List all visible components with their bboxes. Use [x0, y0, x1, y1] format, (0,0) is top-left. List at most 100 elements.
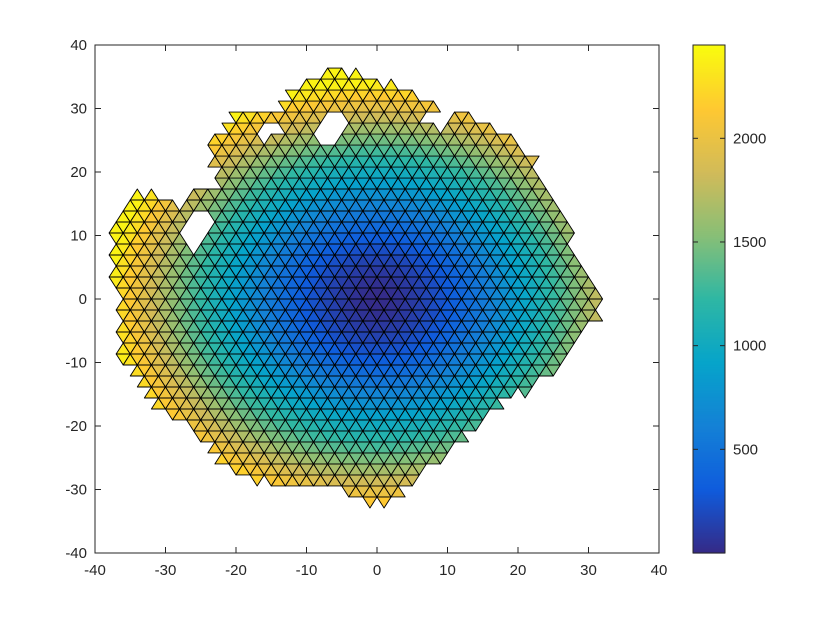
mesh-cell [581, 276, 596, 289]
colorbar-segment [693, 137, 725, 140]
colorbar-segment [693, 341, 725, 344]
mesh-cell [334, 67, 350, 80]
colorbar-segment [693, 191, 725, 194]
colorbar-segment [693, 69, 725, 72]
colorbar-segment [693, 133, 725, 136]
colorbar-segment [693, 125, 725, 128]
colorbar-segment [693, 249, 725, 252]
colorbar-segment [693, 213, 725, 216]
colorbar-segment [693, 527, 725, 530]
mesh-cell [425, 122, 441, 135]
colorbar-segment [693, 241, 725, 244]
colorbar-segment [693, 501, 725, 504]
colorbar-segment [693, 155, 725, 158]
y-tick-label: -10 [65, 355, 87, 372]
colorbar-segment [693, 265, 725, 268]
colorbar-segment [693, 477, 725, 480]
mesh-cell [524, 166, 540, 179]
mesh-cell [510, 144, 526, 157]
colorbar-segment [693, 93, 725, 96]
colorbar-segment [693, 397, 725, 400]
x-tick-label: -40 [84, 562, 106, 579]
colorbar-segment [693, 385, 725, 388]
colorbar-segment [693, 165, 725, 168]
colorbar-segment [693, 237, 725, 240]
colorbar-segment [693, 281, 725, 284]
colorbar-segment [693, 243, 725, 246]
colorbar-segment [693, 101, 725, 104]
colorbar-tick-label: 1500 [733, 234, 766, 251]
colorbar-segment [693, 209, 725, 212]
colorbar-segment [693, 141, 725, 144]
colorbar-segment [693, 207, 725, 210]
colorbar-segment [693, 403, 725, 406]
colorbar-segment [693, 269, 725, 272]
colorbar-segment [693, 233, 725, 236]
colorbar-segment [693, 55, 725, 58]
colorbar-segment [693, 143, 725, 146]
colorbar-segment [693, 389, 725, 392]
colorbar-segment [693, 427, 725, 430]
colorbar-segment [693, 513, 725, 516]
colorbar-segment [693, 411, 725, 414]
colorbar-segment [693, 251, 725, 254]
colorbar: 500 1000 1500 2000 [692, 44, 766, 554]
colorbar-tick-label: 500 [733, 441, 758, 458]
colorbar-segment [693, 469, 725, 472]
colorbar-segment [693, 135, 725, 138]
y-tick-label: 10 [70, 228, 87, 245]
colorbar-segment [693, 547, 725, 550]
colorbar-segment [693, 83, 725, 86]
colorbar-segment [693, 299, 725, 302]
mesh-cell [129, 188, 145, 201]
mesh-cell [538, 188, 554, 201]
colorbar-segment [693, 95, 725, 98]
colorbar-segment [693, 73, 725, 76]
colorbar-segment [693, 393, 725, 396]
colorbar-segment [693, 525, 725, 528]
colorbar-segment [693, 111, 725, 114]
colorbar-segment [693, 401, 725, 404]
colorbar-segment [693, 231, 725, 234]
colorbar-segment [693, 235, 725, 238]
colorbar-segment [693, 59, 725, 62]
colorbar-segment [693, 273, 725, 276]
colorbar-segment [693, 63, 725, 66]
colorbar-segment [693, 499, 725, 502]
colorbar-segment [693, 523, 725, 526]
colorbar-segment [693, 535, 725, 538]
x-tick-label: 30 [580, 562, 597, 579]
colorbar-segment [693, 425, 725, 428]
colorbar-segment [693, 221, 725, 224]
colorbar-segment [693, 335, 725, 338]
y-tick-label: -20 [65, 418, 87, 435]
colorbar-segment [693, 117, 725, 120]
colorbar-segment [693, 371, 725, 374]
colorbar-segment [693, 339, 725, 342]
colorbar-segment [693, 455, 725, 458]
colorbar-segment [693, 327, 725, 330]
colorbar-segment [693, 331, 725, 334]
colorbar-segment [693, 253, 725, 256]
colorbar-segment [693, 103, 725, 106]
colorbar-segment [693, 387, 725, 390]
colorbar-segment [693, 443, 725, 446]
colorbar-segment [693, 343, 725, 346]
colorbar-segment [693, 517, 725, 520]
colorbar-segment [693, 433, 725, 436]
colorbar-segment [693, 423, 725, 426]
colorbar-segment [693, 179, 725, 182]
colorbar-segment [693, 307, 725, 310]
x-tick-label: 20 [510, 562, 527, 579]
colorbar-segment [693, 105, 725, 108]
mesh-cell [165, 199, 181, 212]
x-tick-label: -30 [155, 562, 177, 579]
mesh-cell [172, 232, 188, 245]
colorbar-segment [693, 405, 725, 408]
colorbar-segment [693, 203, 725, 206]
colorbar-segment [693, 349, 725, 352]
mesh-cell [383, 78, 399, 91]
colorbar-segment [693, 363, 725, 366]
mesh-cell [545, 199, 561, 212]
